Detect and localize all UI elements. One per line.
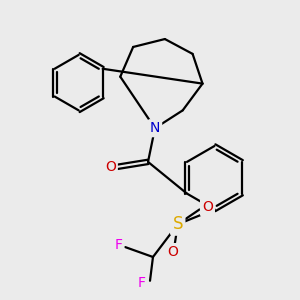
Text: O: O: [202, 200, 213, 214]
Text: F: F: [114, 238, 122, 252]
Text: O: O: [105, 160, 116, 174]
Text: S: S: [172, 215, 183, 233]
Text: O: O: [167, 245, 178, 259]
Text: F: F: [138, 276, 146, 290]
Text: N: N: [150, 121, 160, 135]
